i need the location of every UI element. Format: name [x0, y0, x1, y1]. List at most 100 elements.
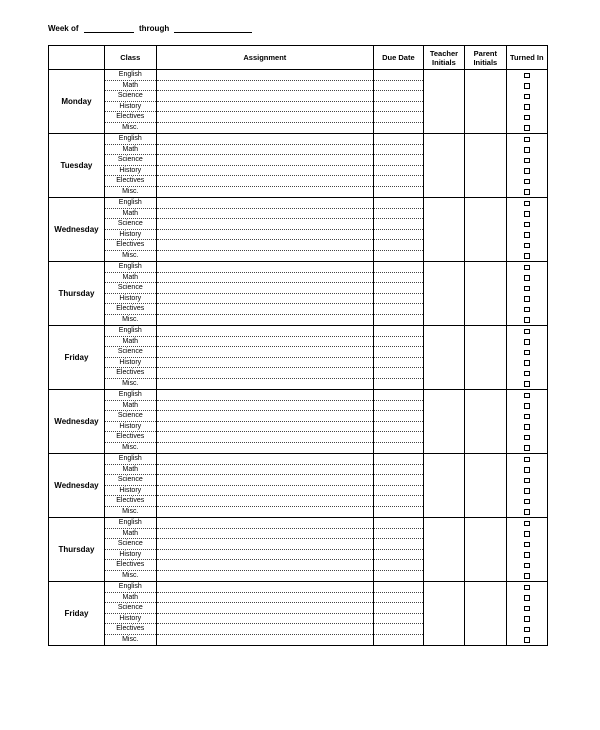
checkbox[interactable]	[524, 253, 530, 259]
checkbox[interactable]	[524, 189, 530, 195]
assignment-cell[interactable]	[156, 582, 373, 646]
assignment-cell[interactable]	[156, 390, 373, 454]
checkbox[interactable]	[524, 94, 530, 100]
assignment-cell[interactable]	[156, 70, 373, 134]
teacher-initials-cell[interactable]	[423, 70, 464, 134]
checkbox[interactable]	[524, 232, 530, 238]
due-date-cell[interactable]	[374, 390, 424, 454]
checkbox[interactable]	[524, 168, 530, 174]
checkbox[interactable]	[524, 531, 530, 537]
assignment-cell[interactable]	[156, 326, 373, 390]
parent-initials-cell[interactable]	[465, 262, 506, 326]
checkbox[interactable]	[524, 499, 530, 505]
due-date-cell[interactable]	[374, 134, 424, 198]
due-date-cell[interactable]	[374, 518, 424, 582]
subject-label: Electives	[105, 112, 156, 123]
checkbox[interactable]	[524, 457, 530, 463]
checkbox[interactable]	[524, 307, 530, 313]
checkbox[interactable]	[524, 563, 530, 569]
checkbox[interactable]	[524, 360, 530, 366]
checkbox[interactable]	[524, 371, 530, 377]
due-date-cell[interactable]	[374, 198, 424, 262]
checkbox[interactable]	[524, 424, 530, 430]
checkbox-row	[507, 176, 547, 187]
checkbox[interactable]	[524, 179, 530, 185]
parent-initials-cell[interactable]	[465, 582, 506, 646]
checkbox[interactable]	[524, 445, 530, 451]
teacher-initials-cell[interactable]	[423, 262, 464, 326]
checkbox[interactable]	[524, 243, 530, 249]
week-start-blank[interactable]	[84, 24, 134, 33]
teacher-initials-cell[interactable]	[423, 582, 464, 646]
checkbox[interactable]	[524, 222, 530, 228]
teacher-initials-cell[interactable]	[423, 326, 464, 390]
parent-initials-cell[interactable]	[465, 518, 506, 582]
checkbox[interactable]	[524, 435, 530, 441]
parent-initials-cell[interactable]	[465, 134, 506, 198]
checkbox[interactable]	[524, 585, 530, 591]
checkbox[interactable]	[524, 125, 530, 131]
subject-label: English	[105, 454, 156, 465]
teacher-initials-cell[interactable]	[423, 454, 464, 518]
checkbox[interactable]	[524, 329, 530, 335]
parent-initials-cell[interactable]	[465, 70, 506, 134]
assignment-cell[interactable]	[156, 134, 373, 198]
due-date-cell[interactable]	[374, 454, 424, 518]
checkbox[interactable]	[524, 509, 530, 515]
checkbox[interactable]	[524, 488, 530, 494]
teacher-initials-cell[interactable]	[423, 390, 464, 454]
due-date-cell[interactable]	[374, 326, 424, 390]
checkbox[interactable]	[524, 414, 530, 420]
checkbox[interactable]	[524, 317, 530, 323]
checkbox[interactable]	[524, 296, 530, 302]
checkbox[interactable]	[524, 393, 530, 399]
checkbox[interactable]	[524, 147, 530, 153]
checkbox[interactable]	[524, 637, 530, 643]
checkbox[interactable]	[524, 542, 530, 548]
class-cell: EnglishMathScienceHistoryElectivesMisc.	[104, 390, 156, 454]
parent-initials-cell[interactable]	[465, 326, 506, 390]
checkbox[interactable]	[524, 115, 530, 121]
checkbox[interactable]	[524, 201, 530, 207]
checkbox[interactable]	[524, 158, 530, 164]
parent-initials-cell[interactable]	[465, 198, 506, 262]
checkbox[interactable]	[524, 521, 530, 527]
checkbox[interactable]	[524, 552, 530, 558]
checkbox[interactable]	[524, 467, 530, 473]
teacher-initials-cell[interactable]	[423, 198, 464, 262]
parent-initials-cell[interactable]	[465, 390, 506, 454]
checkbox[interactable]	[524, 350, 530, 356]
checkbox[interactable]	[524, 403, 530, 409]
due-date-cell[interactable]	[374, 582, 424, 646]
checkbox[interactable]	[524, 83, 530, 89]
checkbox[interactable]	[524, 627, 530, 633]
checkbox[interactable]	[524, 573, 530, 579]
checkbox[interactable]	[524, 211, 530, 217]
teacher-initials-cell[interactable]	[423, 134, 464, 198]
due-date-cell[interactable]	[374, 70, 424, 134]
assignment-cell[interactable]	[156, 262, 373, 326]
checkbox[interactable]	[524, 286, 530, 292]
checkbox[interactable]	[524, 265, 530, 271]
checkbox[interactable]	[524, 478, 530, 484]
dotted-line	[374, 251, 423, 262]
checkbox[interactable]	[524, 616, 530, 622]
checkbox[interactable]	[524, 606, 530, 612]
week-end-blank[interactable]	[174, 24, 252, 33]
checkbox[interactable]	[524, 275, 530, 281]
checkbox[interactable]	[524, 595, 530, 601]
checkbox[interactable]	[524, 137, 530, 143]
due-date-cell[interactable]	[374, 262, 424, 326]
dotted-line	[374, 70, 423, 81]
planner-table: Class Assignment Due Date Teacher Initia…	[48, 45, 548, 646]
parent-initials-cell[interactable]	[465, 454, 506, 518]
assignment-cell[interactable]	[156, 454, 373, 518]
checkbox[interactable]	[524, 73, 530, 79]
checkbox[interactable]	[524, 381, 530, 387]
teacher-initials-cell[interactable]	[423, 518, 464, 582]
day-row: WednesdayEnglishMathScienceHistoryElecti…	[49, 390, 548, 454]
assignment-cell[interactable]	[156, 198, 373, 262]
checkbox[interactable]	[524, 339, 530, 345]
checkbox[interactable]	[524, 104, 530, 110]
assignment-cell[interactable]	[156, 518, 373, 582]
